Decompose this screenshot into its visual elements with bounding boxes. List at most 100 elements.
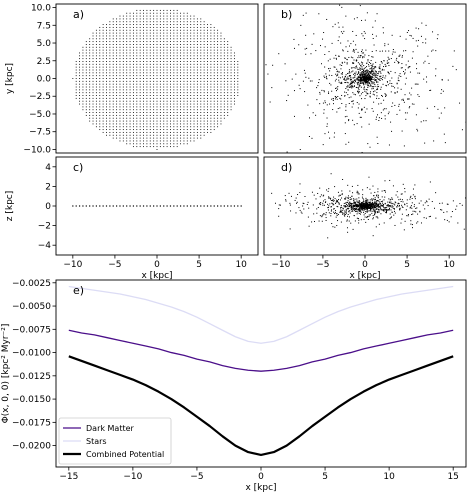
scatter-point bbox=[355, 205, 357, 207]
scatter-point bbox=[136, 18, 138, 20]
scatter-point bbox=[404, 191, 406, 193]
scatter-point bbox=[358, 210, 360, 212]
scatter-point bbox=[132, 106, 134, 108]
scatter-point bbox=[196, 61, 198, 62]
scatter-point bbox=[163, 131, 165, 133]
scatter-point bbox=[354, 209, 356, 211]
scatter-point bbox=[217, 95, 219, 96]
scatter-point bbox=[82, 58, 84, 60]
scatter-point bbox=[390, 198, 392, 200]
scatter-point bbox=[92, 58, 94, 60]
scatter-point bbox=[122, 131, 124, 133]
scatter-point bbox=[180, 52, 182, 54]
scatter-point bbox=[139, 78, 141, 79]
scatter-point bbox=[166, 112, 168, 114]
scatter-point bbox=[99, 126, 101, 128]
scatter-point bbox=[106, 97, 107, 99]
scatter-point bbox=[344, 78, 346, 80]
scatter-point bbox=[372, 81, 374, 83]
scatter-point bbox=[126, 49, 128, 51]
scatter-point bbox=[139, 129, 141, 131]
scatter-point bbox=[89, 75, 91, 77]
scatter-point bbox=[364, 208, 366, 210]
scatter-point bbox=[223, 114, 225, 116]
scatter-point bbox=[375, 70, 377, 72]
scatter-point bbox=[176, 18, 178, 20]
panel-label: b) bbox=[281, 8, 292, 21]
scatter-point bbox=[156, 38, 158, 40]
scatter-point bbox=[119, 92, 121, 94]
scatter-point bbox=[82, 83, 84, 85]
scatter-point bbox=[230, 66, 232, 68]
scatter-point bbox=[92, 86, 94, 88]
scatter-point bbox=[203, 95, 205, 96]
scatter-point bbox=[156, 12, 158, 14]
scatter-point bbox=[344, 206, 346, 208]
scatter-point bbox=[180, 29, 182, 31]
scatter-point bbox=[132, 140, 134, 142]
scatter-point bbox=[392, 51, 394, 53]
scatter-point bbox=[183, 134, 185, 136]
scatter-point bbox=[347, 200, 349, 202]
scatter-point bbox=[334, 186, 336, 188]
scatter-point bbox=[143, 123, 144, 125]
scatter-point bbox=[320, 204, 322, 206]
scatter-point bbox=[203, 114, 205, 116]
scatter-point bbox=[349, 199, 351, 201]
scatter-point bbox=[109, 41, 111, 43]
scatter-point bbox=[186, 100, 188, 102]
scatter-point bbox=[321, 63, 322, 65]
scatter-point bbox=[373, 82, 375, 84]
scatter-point bbox=[220, 75, 222, 77]
scatter-point bbox=[149, 109, 151, 111]
plot-area bbox=[72, 9, 239, 150]
scatter-point bbox=[129, 86, 131, 88]
scatter-point bbox=[328, 91, 330, 93]
panel-b: b) bbox=[263, 3, 467, 154]
scatter-point bbox=[153, 83, 155, 85]
scatter-point bbox=[196, 75, 198, 77]
scatter-point bbox=[403, 50, 405, 52]
scatter-point bbox=[321, 220, 323, 222]
scatter-point bbox=[237, 69, 239, 71]
scatter-point bbox=[372, 198, 374, 200]
scatter-point bbox=[376, 212, 378, 214]
scatter-point bbox=[203, 35, 205, 37]
scatter-point bbox=[109, 72, 111, 74]
scatter-point bbox=[143, 140, 144, 142]
scatter-point bbox=[332, 200, 334, 202]
scatter-point bbox=[146, 52, 148, 54]
scatter-point bbox=[143, 103, 144, 105]
scatter-point bbox=[394, 51, 396, 53]
scatter-point bbox=[92, 46, 94, 48]
scatter-point bbox=[190, 103, 192, 105]
scatter-point bbox=[129, 58, 131, 60]
scatter-point bbox=[354, 79, 356, 81]
scatter-point bbox=[89, 103, 91, 105]
scatter-point bbox=[377, 206, 379, 208]
scatter-point bbox=[359, 85, 361, 87]
panel-label: e) bbox=[73, 284, 84, 297]
scatter-point bbox=[327, 237, 329, 239]
scatter-point bbox=[143, 131, 144, 133]
scatter-point bbox=[358, 79, 360, 81]
scatter-point bbox=[146, 123, 148, 125]
scatter-point bbox=[356, 17, 358, 19]
scatter-point bbox=[404, 220, 406, 222]
scatter-point bbox=[136, 78, 138, 79]
scatter-point bbox=[367, 78, 369, 80]
scatter-point bbox=[340, 209, 342, 211]
scatter-point bbox=[390, 91, 392, 93]
scatter-point bbox=[126, 38, 128, 40]
scatter-point bbox=[444, 219, 446, 221]
scatter-point bbox=[102, 24, 104, 26]
scatter-point bbox=[156, 137, 158, 139]
scatter-point bbox=[363, 87, 365, 89]
scatter-point bbox=[106, 61, 107, 62]
scatter-point bbox=[156, 46, 158, 48]
scatter-point bbox=[306, 47, 308, 49]
scatter-point bbox=[298, 207, 300, 209]
scatter-point bbox=[340, 210, 342, 212]
scatter-point bbox=[166, 52, 168, 54]
scatter-point bbox=[176, 137, 178, 139]
